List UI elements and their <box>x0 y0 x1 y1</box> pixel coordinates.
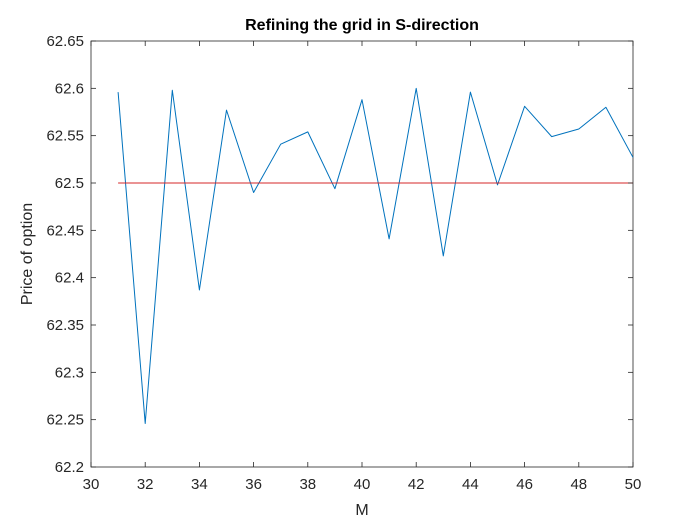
x-tick-label: 44 <box>462 476 479 493</box>
x-tick-label: 32 <box>137 476 154 493</box>
x-tick-label: 50 <box>625 476 642 493</box>
y-axis: 62.2 62.25 62.3 62.35 62.4 62.45 62.5 62.55 62.6… <box>46 33 633 476</box>
y-tick-label: 62.5 <box>55 175 84 192</box>
y-tick-label: 62.2 <box>55 459 84 476</box>
y-tick-label: 62.35 <box>46 317 84 334</box>
x-axis-label: M <box>355 502 368 519</box>
series-line-price <box>117 87 634 424</box>
x-tick-label: 38 <box>299 476 316 493</box>
x-axis: 30 32 34 36 38 40 42 44 46 48 50 <box>83 41 642 493</box>
x-tick-label: 30 <box>83 476 100 493</box>
x-tick-label: 34 <box>191 476 208 493</box>
y-tick-label: 62.4 <box>55 270 84 287</box>
y-tick-label: 62.6 <box>55 80 84 97</box>
x-tick-label: 40 <box>354 476 371 493</box>
x-tick-label: 48 <box>570 476 587 493</box>
x-tick-label: 42 <box>408 476 425 493</box>
y-axis-label: Price of option <box>19 203 36 305</box>
y-tick-label: 62.25 <box>46 412 84 429</box>
x-tick-label: 36 <box>245 476 262 493</box>
x-tick-label: 46 <box>516 476 533 493</box>
plot-area <box>90 40 634 468</box>
y-tick-label: 62.55 <box>46 128 84 145</box>
y-tick-label: 62.45 <box>46 222 84 239</box>
series-layer <box>117 87 634 424</box>
y-tick-label: 62.65 <box>46 33 84 50</box>
chart-title: Refining the grid in S-direction <box>245 17 479 34</box>
y-tick-label: 62.3 <box>55 364 84 381</box>
plot-frame <box>90 40 634 468</box>
